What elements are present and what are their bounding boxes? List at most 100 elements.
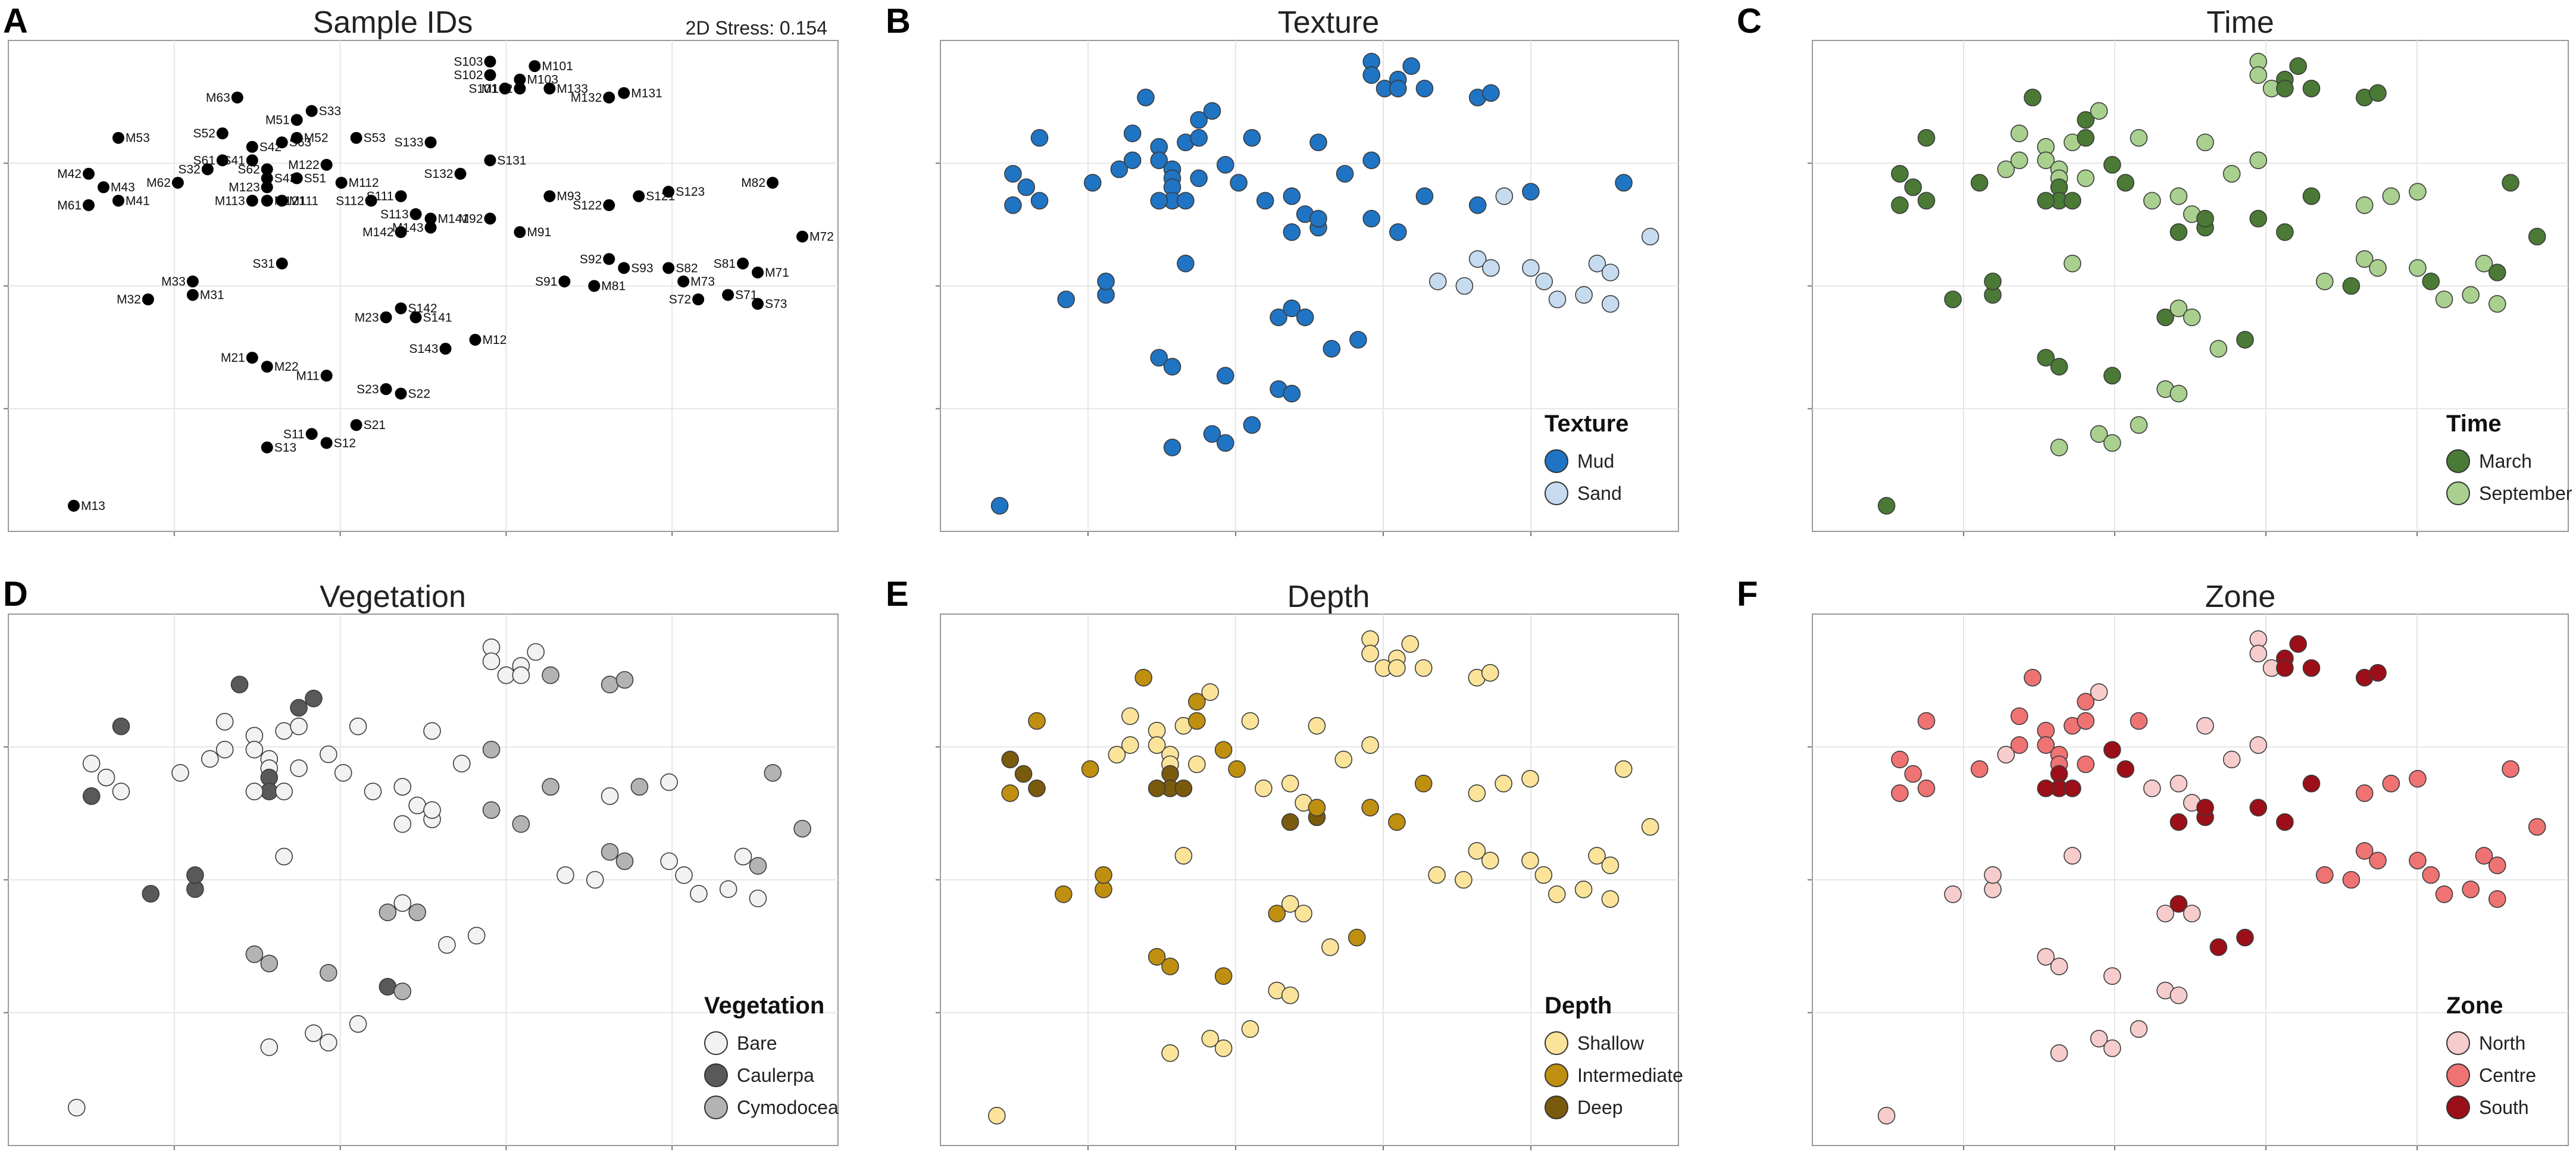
point-label: M141 bbox=[438, 212, 470, 226]
data-point-S71 bbox=[722, 289, 734, 301]
data-point-M113 bbox=[2037, 192, 2055, 210]
data-point-S12 bbox=[2103, 434, 2121, 452]
data-point-M81 bbox=[2342, 277, 2361, 295]
data-point-M43 bbox=[1904, 765, 1922, 783]
data-point-S143 bbox=[2209, 340, 2228, 358]
point-label: S101 bbox=[468, 82, 498, 96]
data-point-M73 bbox=[2422, 866, 2440, 884]
data-point-M102 bbox=[1388, 659, 1406, 677]
data-point-M63 bbox=[1137, 89, 1155, 107]
point-label: M62 bbox=[146, 176, 171, 190]
data-point-S23 bbox=[379, 978, 397, 996]
data-point-S92 bbox=[1468, 250, 1487, 268]
data-point-S133 bbox=[1309, 133, 1327, 152]
data-point-S72 bbox=[1548, 290, 1567, 308]
data-point-S53 bbox=[349, 717, 367, 736]
data-point-S81 bbox=[1588, 255, 1606, 273]
data-point-M63 bbox=[231, 91, 243, 104]
data-point-M23 bbox=[1268, 905, 1286, 922]
data-point-M111 bbox=[1177, 192, 1195, 210]
point-label: M73 bbox=[690, 275, 715, 289]
panel-e-title: Depth bbox=[1287, 580, 1370, 614]
data-point-M112 bbox=[2117, 760, 2134, 778]
data-point-M141 bbox=[1309, 209, 1327, 228]
data-point-M101 bbox=[1402, 57, 1420, 75]
data-point-M51 bbox=[2077, 111, 2095, 129]
data-point-S121 bbox=[2382, 187, 2400, 205]
plot-area-f: Zone North Centre South bbox=[1808, 614, 2569, 1150]
data-point-M112 bbox=[334, 763, 352, 782]
point-label: M32 bbox=[117, 293, 141, 306]
data-point-S81 bbox=[2475, 255, 2493, 273]
data-point-S123 bbox=[662, 186, 675, 198]
data-point-M93 bbox=[1415, 187, 1434, 205]
panel-a-letter: A bbox=[3, 2, 28, 40]
data-point-S142 bbox=[1281, 895, 1299, 913]
data-point-M142 bbox=[2169, 813, 2188, 831]
data-point-M52 bbox=[1188, 712, 1206, 730]
data-point-S21 bbox=[2130, 1020, 2148, 1038]
data-point-S121 bbox=[1495, 774, 1512, 793]
data-point-S51 bbox=[2077, 169, 2095, 187]
data-point-M72 bbox=[1641, 227, 1659, 246]
data-point-S131 bbox=[2249, 736, 2268, 754]
legend-label: South bbox=[2479, 1097, 2529, 1118]
data-point-S22 bbox=[2169, 384, 2188, 403]
point-label: M23 bbox=[355, 311, 379, 324]
plot-area-d: Vegetation Bare Caulerpa Cymodocea bbox=[4, 614, 839, 1150]
data-point-S93 bbox=[2369, 259, 2387, 277]
legend-label: North bbox=[2479, 1032, 2525, 1054]
data-point-S132 bbox=[452, 755, 471, 772]
legend-swatch bbox=[2446, 1096, 2470, 1119]
data-point-M93 bbox=[542, 778, 559, 796]
data-point-S142 bbox=[395, 302, 407, 315]
data-point-S13 bbox=[2050, 439, 2068, 456]
data-point-S51 bbox=[290, 172, 303, 184]
data-point-S51 bbox=[1190, 169, 1208, 187]
data-point-M13 bbox=[1877, 497, 1896, 515]
data-point-M11 bbox=[2103, 367, 2121, 385]
panel-a: A Sample IDs 2D Stress: 0.154 bbox=[3, 2, 827, 40]
data-point-M102 bbox=[2276, 79, 2294, 98]
point-label: S51 bbox=[304, 172, 326, 186]
legend-label: September bbox=[2479, 483, 2572, 504]
data-point-S123 bbox=[2409, 183, 2427, 201]
legend-label: Sand bbox=[1577, 483, 1622, 504]
data-point-M13 bbox=[988, 1107, 1006, 1125]
legend-label: Deep bbox=[1577, 1097, 1623, 1118]
data-point-S82 bbox=[1522, 259, 1540, 277]
point-label: S22 bbox=[408, 387, 430, 400]
data-point-S33 bbox=[305, 689, 323, 708]
panel-f-letter: F bbox=[1737, 575, 1758, 614]
point-label: M131 bbox=[631, 86, 662, 100]
data-point-S52 bbox=[216, 127, 229, 140]
data-point-S33 bbox=[1201, 683, 1220, 701]
data-point-S133 bbox=[2196, 133, 2214, 152]
data-point-S141 bbox=[1295, 905, 1312, 922]
data-point-M102 bbox=[1389, 79, 1407, 98]
point-label: M42 bbox=[57, 167, 82, 181]
point-label: M41 bbox=[126, 194, 150, 208]
point-label: M92 bbox=[459, 212, 483, 226]
data-point-M22 bbox=[1161, 957, 1179, 975]
data-point-M33 bbox=[1097, 273, 1115, 290]
panel-c-letter: C bbox=[1737, 2, 1762, 40]
data-point-M133 bbox=[2302, 659, 2321, 677]
data-point-S13 bbox=[260, 1038, 279, 1056]
data-point-S133 bbox=[423, 722, 441, 740]
point-label: M43 bbox=[111, 181, 135, 195]
data-point-M93 bbox=[2302, 187, 2321, 205]
panel-d-title: Vegetation bbox=[320, 580, 466, 614]
data-point-S122 bbox=[603, 199, 615, 211]
data-point-M11 bbox=[320, 370, 333, 382]
data-point-S111 bbox=[393, 778, 412, 796]
data-point-S32 bbox=[201, 163, 214, 176]
point-label: M112 bbox=[349, 176, 379, 190]
data-point-M32 bbox=[1944, 885, 1962, 903]
data-point-M131 bbox=[1481, 663, 1499, 682]
point-label: M111 bbox=[289, 194, 318, 208]
point-label: S133 bbox=[394, 136, 423, 149]
data-point-M111 bbox=[276, 195, 288, 207]
data-point-S62 bbox=[261, 163, 273, 176]
data-point-M51 bbox=[290, 114, 303, 126]
